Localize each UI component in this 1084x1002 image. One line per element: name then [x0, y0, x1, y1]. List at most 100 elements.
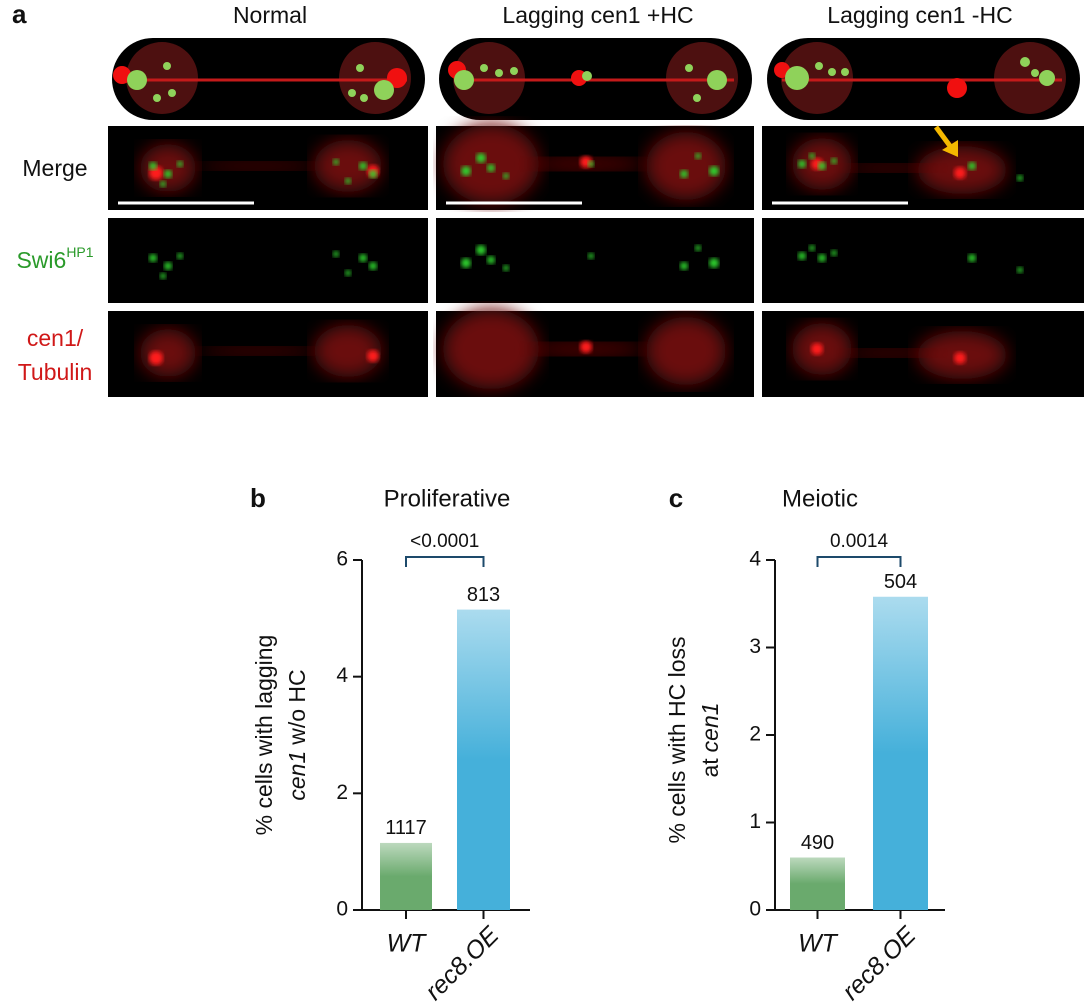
panel-label: c [669, 483, 683, 513]
swi6-signal [369, 262, 377, 270]
y-axis-label: at cen1 [697, 702, 723, 777]
heterochromatin [163, 62, 171, 70]
significance-bracket [405, 556, 485, 567]
swi6-signal [818, 162, 826, 170]
row-label-text: cen1/ [27, 325, 84, 351]
swi6-signal [164, 170, 172, 178]
y-axis-label-part: cen1 [697, 702, 723, 752]
tubulin-signal [646, 317, 726, 385]
heterochromatin [785, 66, 809, 90]
tubulin-signal [842, 349, 942, 357]
y-tick-label: 2 [336, 781, 348, 804]
tubulin-signal [140, 329, 196, 377]
micrograph [762, 126, 1084, 210]
swi6-signal [1017, 175, 1023, 181]
swi6-signal [333, 159, 339, 165]
column-title: Normal [233, 2, 307, 28]
significance-bracket [816, 556, 902, 567]
swi6-signal [503, 265, 509, 271]
swi6-signal [831, 158, 837, 164]
swi6-signal [160, 181, 166, 187]
swi6-signal [487, 256, 495, 264]
cartoon [112, 38, 425, 120]
y-axis-label: cen1 w/o HC [284, 669, 310, 800]
y-axis-label-part: w/o HC [284, 669, 310, 745]
heterochromatin [1031, 69, 1039, 77]
n-label: 504 [884, 571, 917, 593]
centromere [387, 68, 407, 88]
micrograph-bg [436, 218, 754, 303]
y-tick-label: 3 [749, 635, 761, 658]
heterochromatin [495, 69, 503, 77]
row-label-sup: HP1 [66, 244, 93, 260]
swi6-signal [809, 153, 815, 159]
y-tick-label: 4 [336, 664, 348, 687]
x-tick-label: WT [387, 930, 428, 958]
heterochromatin [1039, 70, 1055, 86]
micrograph [108, 311, 428, 397]
swi6-signal [709, 166, 719, 176]
swi6-signal [487, 164, 495, 172]
swi6-signal [968, 162, 976, 170]
row-label-text: Tubulin [18, 359, 93, 385]
swi6-signal [359, 162, 367, 170]
heterochromatin [360, 94, 368, 102]
cen1-signal [811, 343, 823, 355]
tubulin-signal [842, 164, 942, 172]
swi6-signal [680, 262, 688, 270]
heterochromatin [510, 67, 518, 75]
heterochromatin [168, 89, 176, 97]
heterochromatin [348, 89, 356, 97]
tubulin-signal [314, 325, 382, 377]
p-value: <0.0001 [410, 531, 479, 552]
y-axis-label-part: % cells with HC loss [664, 636, 690, 843]
swi6-signal [798, 252, 806, 260]
cen1-signal [954, 167, 966, 179]
swi6-signal [695, 245, 701, 251]
tubulin-signal [646, 132, 726, 200]
swi6-signal [160, 273, 166, 279]
y-tick-label: 2 [749, 723, 761, 746]
heterochromatin [582, 71, 592, 81]
heterochromatin [454, 70, 474, 90]
swi6-signal [809, 245, 815, 251]
n-label: 1117 [385, 817, 427, 839]
row-label: Tubulin [18, 359, 93, 385]
row-label: Merge [22, 155, 87, 181]
micrograph [762, 311, 1084, 397]
swi6-signal [359, 254, 367, 262]
chart-title: Meiotic [782, 485, 858, 512]
panel-label: a [12, 0, 27, 29]
y-axis-label: % cells with lagging [251, 635, 277, 836]
micrograph [436, 309, 754, 397]
arrow-shaft [933, 125, 953, 148]
micrograph [108, 126, 428, 210]
swi6-signal [333, 251, 339, 257]
swi6-signal [831, 250, 837, 256]
heterochromatin [685, 64, 693, 72]
swi6-signal [149, 162, 157, 170]
swi6-signal [818, 254, 826, 262]
y-tick-label: 0 [749, 898, 761, 921]
bar [457, 609, 510, 910]
cen1-signal [580, 341, 592, 353]
swi6-signal [177, 253, 183, 259]
y-axis-label-part: at [697, 758, 723, 778]
heterochromatin [153, 94, 161, 102]
swi6-signal [968, 254, 976, 262]
y-tick-label: 6 [336, 548, 348, 571]
swi6-signal [695, 153, 701, 159]
arrow-head [942, 140, 958, 157]
heterochromatin [707, 70, 727, 90]
nucleus [994, 42, 1066, 114]
swi6-signal [164, 262, 172, 270]
nucleus [339, 42, 411, 114]
swi6-signal [476, 153, 486, 163]
row-label-text: Merge [22, 155, 87, 181]
column-title: Lagging cen1 -HC [827, 2, 1012, 28]
centromere [947, 78, 967, 98]
n-label: 490 [801, 832, 834, 854]
heterochromatin [480, 64, 488, 72]
micrograph [436, 218, 754, 303]
x-tick-label: WT [798, 930, 839, 958]
